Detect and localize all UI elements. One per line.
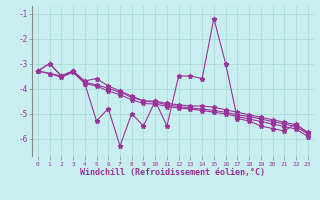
- X-axis label: Windchill (Refroidissement éolien,°C): Windchill (Refroidissement éolien,°C): [80, 168, 265, 177]
